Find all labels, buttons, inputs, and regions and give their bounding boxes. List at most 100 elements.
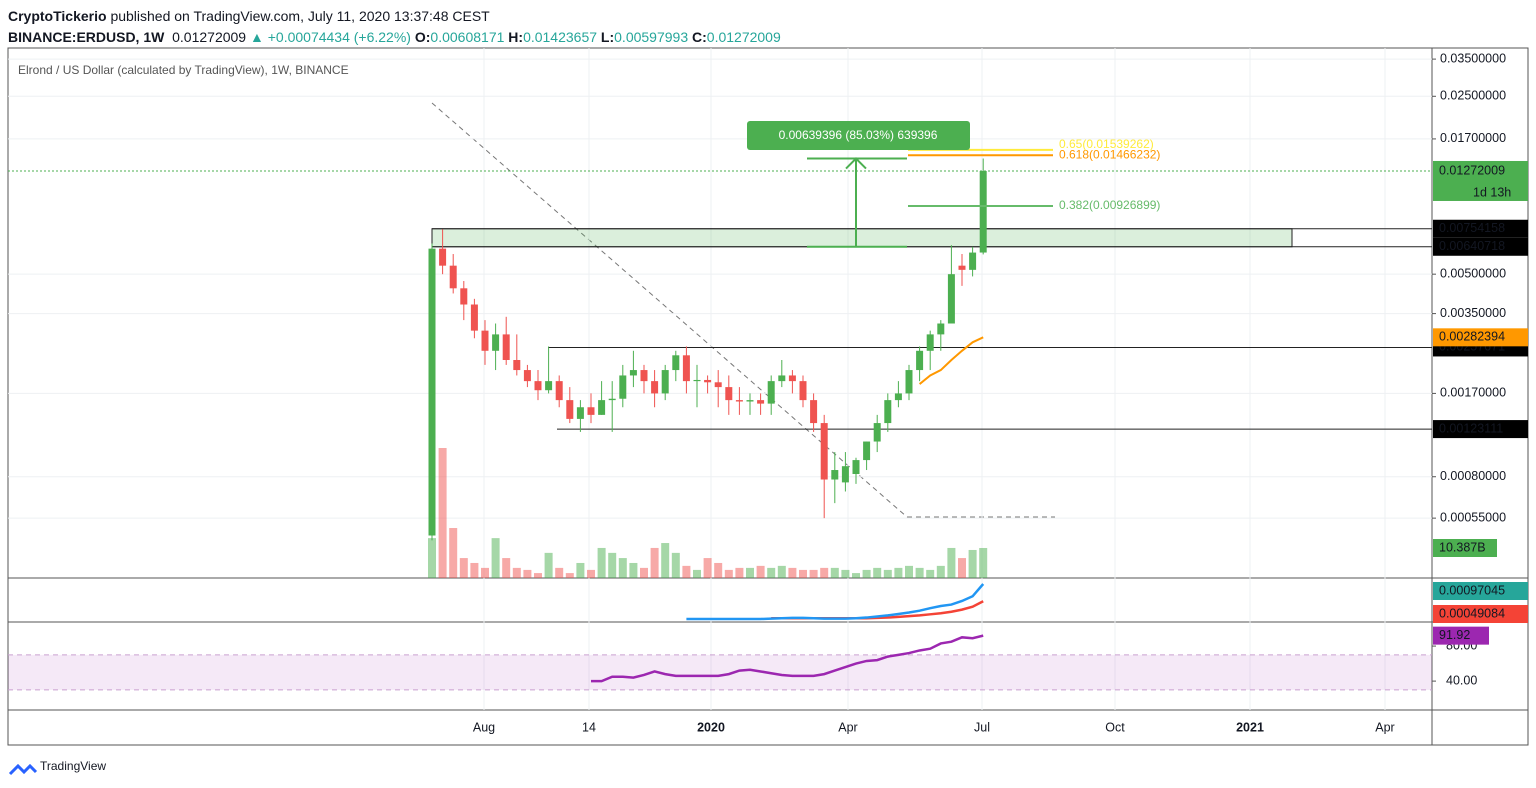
candle-body (534, 381, 542, 391)
volume-bar (534, 573, 542, 578)
volume-bar (767, 567, 776, 578)
candle-body (788, 375, 796, 382)
volume-bar (608, 552, 617, 578)
candle-body (492, 334, 500, 351)
candle-body (587, 407, 595, 415)
measure-box (747, 121, 970, 150)
close: 0.01272009 (706, 29, 781, 45)
candle-body (651, 381, 659, 394)
rsi-band (8, 654, 1432, 690)
volume-bar (735, 567, 744, 578)
candle-body (640, 370, 648, 382)
c-label: C: (692, 29, 707, 45)
price-label: 0.01272009 (1439, 163, 1505, 177)
volume-bar (491, 538, 500, 578)
x-tick-label: 2020 (697, 720, 725, 734)
volume-bar (756, 565, 765, 578)
volume-bar (830, 567, 839, 578)
volume-bar (915, 567, 924, 578)
candle-body (979, 170, 987, 253)
volume-bar (661, 543, 670, 578)
candle-body (555, 381, 563, 401)
volume-bar (968, 549, 977, 578)
candle-body (916, 350, 924, 371)
volume-bar (587, 569, 595, 578)
signal-label-bg (1433, 605, 1528, 623)
volume-bar (958, 558, 966, 578)
candle-body (757, 400, 765, 404)
y-tick-label: 0.00080000 (1440, 469, 1506, 483)
header: CryptoTickerio published on TradingView.… (8, 6, 781, 48)
candle-body (449, 265, 457, 289)
candle-body (470, 304, 478, 331)
level-label-bg (1433, 420, 1528, 439)
candle-body (576, 407, 584, 419)
l-label: L: (600, 29, 615, 45)
candle-body (523, 370, 531, 382)
candle-body (481, 330, 489, 351)
candle-body (725, 387, 733, 401)
volume-bar (799, 569, 807, 578)
candle-body (704, 379, 712, 383)
level-label-bg (1433, 237, 1528, 256)
volume-bar (671, 552, 680, 578)
candle-body (682, 355, 690, 382)
y-tick-label: 0.02500000 (1440, 89, 1506, 103)
o-label: O: (414, 29, 431, 45)
level-label: 0.00640718 (1439, 239, 1505, 253)
candle-body (884, 400, 892, 424)
volume-bar (650, 547, 659, 578)
published: published on TradingView.com, July 11, 2… (110, 8, 490, 24)
volume-label: 10.387B (1439, 540, 1486, 554)
macd-label: 0.00097045 (1439, 583, 1505, 597)
candle-body (661, 370, 669, 394)
fib-label: 0.618(0.01466232) (1059, 147, 1160, 161)
candle-body (905, 370, 913, 394)
volume-bar (555, 567, 564, 578)
candle-body (863, 441, 871, 461)
tv-logo: TradingView (8, 759, 106, 776)
fib-label: 0.65(0.01539262) (1059, 137, 1154, 151)
x-tick-label: Apr (838, 720, 857, 734)
volume-bar (512, 567, 521, 578)
candle-body (428, 248, 436, 536)
volume-bar (809, 569, 818, 578)
change: ▲ +0.00074434 (+6.22%) (249, 29, 411, 45)
candle-body (735, 400, 743, 402)
x-tick-label: Oct (1105, 720, 1125, 734)
candle-body (598, 400, 606, 415)
y-tick-label: 0.00500000 (1440, 266, 1506, 280)
x-tick-label: 14 (582, 720, 596, 734)
high: 0.01423657 (523, 29, 598, 45)
candle-body (439, 248, 447, 266)
fib-label: 0.382(0.00926899) (1059, 198, 1160, 212)
candle-body (746, 400, 754, 402)
candle-body (608, 398, 616, 401)
volume-bar (926, 569, 935, 578)
trend-line (431, 102, 1055, 518)
candle-body (693, 379, 701, 382)
volume-bar (746, 567, 754, 578)
volume-bar (682, 565, 691, 578)
candle-body (820, 423, 828, 480)
level-label: 0.00123111 (1439, 421, 1503, 435)
volume-bar (979, 547, 988, 578)
volume-bar (502, 558, 511, 578)
volume-bar (449, 528, 458, 578)
publish-line: CryptoTickerio published on TradingView.… (8, 6, 781, 27)
author: CryptoTickerio (8, 8, 107, 24)
ema-label: 0.00282394 (1439, 330, 1505, 344)
volume-bar (629, 562, 638, 578)
candle-body (852, 460, 860, 474)
volume-bar (724, 569, 733, 578)
candle-body (810, 400, 818, 424)
level-label-bg (1433, 219, 1528, 238)
signal-label: 0.00049084 (1439, 606, 1505, 620)
volume-bar (576, 562, 585, 578)
y-tick-label: 0.00170000 (1440, 386, 1506, 400)
volume-bar (481, 567, 489, 578)
volume-bar (820, 567, 829, 578)
y-tick-label: 0.00350000 (1440, 306, 1506, 320)
volume-bar (777, 565, 786, 578)
